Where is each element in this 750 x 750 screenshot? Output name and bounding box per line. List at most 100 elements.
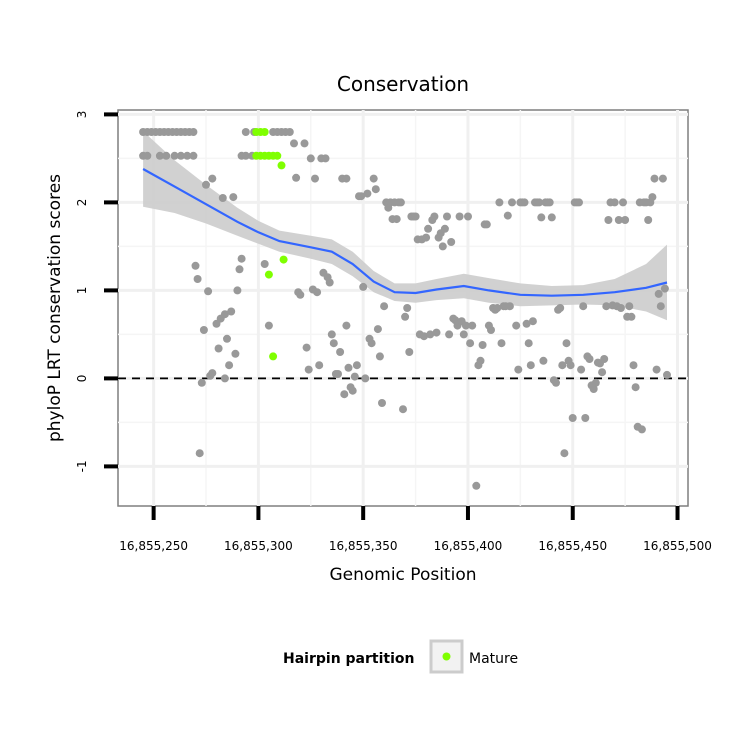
other-point <box>558 361 567 370</box>
other-point <box>621 216 630 224</box>
other-point <box>602 302 611 311</box>
other-point <box>223 334 231 343</box>
other-point <box>464 212 472 221</box>
other-point <box>424 224 433 233</box>
other-point <box>575 198 583 207</box>
other-point <box>405 348 414 356</box>
other-point <box>503 211 512 220</box>
other-point <box>311 174 319 183</box>
mature-point <box>277 161 286 170</box>
other-point <box>371 185 380 194</box>
other-point <box>422 233 431 242</box>
other-point <box>176 151 185 160</box>
other-point <box>325 278 334 287</box>
other-point <box>556 304 565 312</box>
other-point <box>461 321 470 330</box>
other-point <box>487 326 495 334</box>
other-point <box>241 151 250 160</box>
x-tick-label: 16,855,400 <box>434 539 503 553</box>
other-point <box>334 370 342 378</box>
y-tick-label: 1 <box>75 287 89 295</box>
other-point <box>375 352 384 361</box>
other-point <box>235 265 244 274</box>
other-point <box>378 399 386 407</box>
other-point <box>637 425 646 434</box>
other-point <box>432 328 441 337</box>
other-point <box>610 198 619 207</box>
other-point <box>363 189 372 198</box>
other-point <box>403 304 412 312</box>
other-point <box>648 193 657 202</box>
other-point <box>495 198 504 207</box>
x-tick-label: 16,855,500 <box>643 539 712 553</box>
other-point <box>654 289 663 298</box>
other-point <box>652 365 661 374</box>
other-point <box>438 242 447 251</box>
other-point <box>547 213 556 222</box>
mature-point <box>279 255 288 264</box>
other-point <box>300 139 309 148</box>
other-point <box>342 174 351 183</box>
other-point <box>208 369 217 378</box>
other-point <box>304 365 313 374</box>
other-point <box>650 174 659 183</box>
other-point <box>396 198 405 207</box>
plot-panel <box>117 109 689 507</box>
other-point <box>581 414 590 422</box>
other-point <box>466 339 475 348</box>
other-point <box>292 173 301 182</box>
chart-title: Conservation <box>337 72 469 96</box>
other-point <box>524 339 533 348</box>
other-point <box>468 321 477 330</box>
other-point <box>445 330 454 339</box>
other-point <box>225 361 234 370</box>
other-point <box>229 193 238 202</box>
other-point <box>663 370 671 379</box>
other-point <box>214 344 223 353</box>
other-point <box>399 405 407 414</box>
other-point <box>585 355 594 363</box>
other-point <box>539 356 548 365</box>
y-tick-label: 2 <box>75 199 89 207</box>
other-point <box>508 198 516 207</box>
other-point <box>321 154 330 163</box>
other-point <box>237 254 246 263</box>
x-axis-title: Genomic Position <box>329 565 476 585</box>
other-point <box>598 368 607 377</box>
other-point <box>426 330 435 339</box>
other-point <box>193 275 202 283</box>
y-axis-title: phyloP LRT conservation scores <box>45 174 65 442</box>
other-point <box>231 349 240 358</box>
other-point <box>616 304 625 312</box>
other-point <box>241 128 250 136</box>
other-point <box>357 192 366 201</box>
other-point <box>629 361 638 370</box>
other-point <box>545 198 554 207</box>
other-point <box>591 378 600 387</box>
other-point <box>430 212 439 221</box>
other-point <box>537 213 546 222</box>
other-point <box>162 151 171 160</box>
other-point <box>361 374 370 383</box>
other-point <box>589 385 598 393</box>
other-point <box>552 378 560 387</box>
other-point <box>411 212 420 221</box>
other-point <box>512 321 521 330</box>
other-point <box>260 260 269 268</box>
other-point <box>227 307 236 316</box>
other-point <box>329 339 338 348</box>
other-point <box>197 378 206 387</box>
other-point <box>644 216 653 224</box>
other-point <box>290 139 298 148</box>
other-point <box>522 319 531 328</box>
other-point <box>220 310 229 319</box>
mature-point <box>269 352 278 361</box>
other-point <box>600 355 609 363</box>
other-point <box>526 361 535 370</box>
other-point <box>352 361 361 370</box>
other-point <box>472 481 481 490</box>
other-point <box>218 194 227 202</box>
other-point <box>476 356 485 365</box>
other-point <box>658 174 667 183</box>
other-point <box>560 449 569 458</box>
